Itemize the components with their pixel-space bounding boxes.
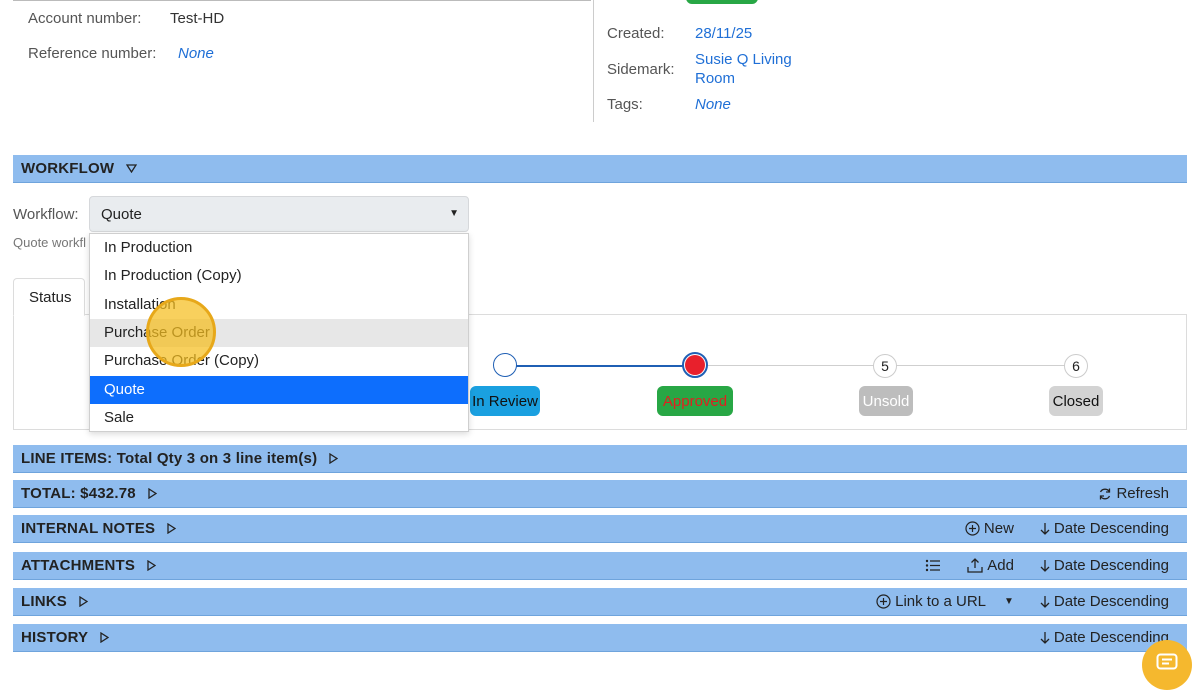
plus-circle-icon: [965, 521, 980, 536]
stage-pill-unsold[interactable]: Unsold: [859, 386, 913, 416]
internal-notes-section-header[interactable]: INTERNAL NOTES New Date Descending: [13, 515, 1187, 543]
sort-attachments-label: Date Descending: [1053, 557, 1169, 574]
column-divider: [593, 0, 594, 122]
status-pill-partial: [686, 0, 758, 4]
triangle-right-icon[interactable]: [100, 632, 110, 643]
progress-track-complete: [505, 365, 695, 367]
new-note-button[interactable]: New: [965, 520, 1014, 537]
tab-status-label: Status: [29, 289, 72, 306]
add-attachment-button[interactable]: Add: [967, 557, 1014, 574]
refresh-button[interactable]: Refresh: [1098, 485, 1169, 502]
arrow-down-icon: [1040, 631, 1050, 645]
sidemark-value-line2[interactable]: Room: [695, 70, 736, 87]
refresh-icon: [1098, 487, 1112, 501]
attachments-section-header[interactable]: ATTACHMENTS Add Date Descending: [13, 552, 1187, 580]
arrow-down-icon: [1040, 559, 1050, 573]
workflow-hint: Quote workfl: [13, 235, 86, 250]
triangle-down-icon[interactable]: [126, 164, 138, 173]
plus-circle-icon: [876, 594, 891, 609]
tags-value[interactable]: None: [695, 96, 731, 113]
triangle-right-icon[interactable]: [329, 453, 339, 464]
status-panel: [13, 314, 1187, 430]
stage-node-closed[interactable]: 6: [1064, 354, 1088, 378]
chat-icon: [1156, 653, 1178, 677]
arrow-down-icon: [1040, 522, 1050, 536]
workflow-option[interactable]: In Production: [104, 239, 193, 256]
total-title: TOTAL: $432.78: [21, 485, 136, 502]
sidemark-label: Sidemark:: [607, 61, 675, 78]
sort-notes-label: Date Descending: [1053, 520, 1169, 537]
stage-pill-approved[interactable]: Approved: [657, 386, 733, 416]
sort-attachments-button[interactable]: Date Descending: [1040, 557, 1169, 574]
refresh-label: Refresh: [1116, 485, 1169, 502]
workflow-option[interactable]: Sale: [104, 409, 135, 426]
links-section-header[interactable]: LINKS Link to a URL ▼ Date Descending: [13, 588, 1187, 616]
list-view-button[interactable]: [925, 559, 941, 572]
sort-links-button[interactable]: Date Descending: [1040, 593, 1169, 610]
attachments-title: ATTACHMENTS: [21, 557, 136, 574]
sort-history-label: Date Descending: [1053, 629, 1169, 646]
tab-status[interactable]: Status: [13, 278, 85, 316]
workflow-select-value: Quote: [101, 206, 142, 223]
workflow-option[interactable]: In Production (Copy): [104, 267, 242, 284]
workflow-option[interactable]: Purchase Order (Copy): [104, 352, 260, 369]
sort-history-button[interactable]: Date Descending: [1040, 629, 1169, 646]
triangle-right-icon[interactable]: [147, 560, 157, 571]
tags-label: Tags:: [607, 96, 643, 113]
triangle-right-icon[interactable]: [79, 596, 88, 607]
line-items-section-header[interactable]: LINE ITEMS: Total Qty 3 on 3 line item(s…: [13, 445, 1187, 473]
sort-notes-button[interactable]: Date Descending: [1040, 520, 1169, 537]
top-divider: [13, 0, 591, 1]
internal-notes-title: INTERNAL NOTES: [21, 520, 156, 537]
stage-node-in-review[interactable]: [493, 353, 517, 377]
reference-number-value[interactable]: None: [178, 45, 214, 62]
upload-icon: [967, 558, 983, 573]
sidemark-value-line1[interactable]: Susie Q Living: [695, 51, 792, 68]
workflow-section-header[interactable]: WORKFLOW: [13, 155, 1187, 183]
total-section-header[interactable]: TOTAL: $432.78 Refresh: [13, 480, 1187, 508]
reference-number-label: Reference number:: [28, 45, 157, 62]
link-to-url-button[interactable]: Link to a URL ▼: [876, 593, 1014, 610]
account-number-label: Account number:: [28, 10, 142, 27]
account-number-value: Test-HD: [170, 10, 225, 27]
caret-down-icon[interactable]: ▼: [1004, 596, 1014, 607]
new-note-label: New: [983, 520, 1014, 537]
stage-pill-in-review[interactable]: In Review: [470, 386, 540, 416]
links-title: LINKS: [21, 593, 67, 610]
triangle-right-icon[interactable]: [148, 488, 157, 499]
caret-down-icon: ▼: [449, 208, 459, 219]
arrow-down-icon: [1040, 595, 1050, 609]
add-attachment-label: Add: [987, 557, 1014, 574]
workflow-select[interactable]: Quote ▼: [89, 196, 469, 232]
link-to-url-label: Link to a URL: [895, 593, 987, 610]
workflow-option[interactable]: Installation: [104, 296, 176, 313]
stage-node-approved[interactable]: [682, 352, 708, 378]
stage-node-unsold[interactable]: 5: [873, 354, 897, 378]
line-items-title: LINE ITEMS: Total Qty 3 on 3 line item(s…: [21, 450, 318, 467]
stage-pill-closed[interactable]: Closed: [1049, 386, 1103, 416]
created-value: 28/11/25: [695, 25, 753, 42]
click-highlight: [146, 297, 216, 367]
history-section-header[interactable]: HISTORY Date Descending: [13, 624, 1187, 652]
sort-links-label: Date Descending: [1053, 593, 1169, 610]
triangle-right-icon[interactable]: [167, 523, 177, 534]
history-title: HISTORY: [21, 629, 89, 646]
workflow-option-selected[interactable]: Quote: [90, 376, 468, 404]
list-icon: [925, 559, 941, 572]
created-label: Created:: [607, 25, 665, 42]
workflow-title: WORKFLOW: [21, 160, 115, 177]
workflow-field-label: Workflow:: [13, 206, 79, 223]
chat-button[interactable]: [1142, 640, 1192, 690]
